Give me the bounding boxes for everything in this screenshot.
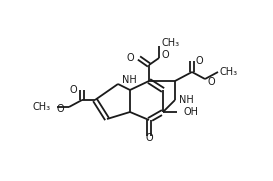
Text: O: O [161,50,169,60]
Text: O: O [57,104,64,114]
Text: OH: OH [184,107,199,117]
Text: NH: NH [179,95,194,105]
Text: CH₃: CH₃ [220,67,238,77]
Text: CH₃: CH₃ [33,102,51,112]
Text: CH₃: CH₃ [161,38,179,48]
Text: O: O [195,56,203,66]
Text: O: O [145,133,153,143]
Text: O: O [69,85,77,95]
Text: O: O [207,77,215,87]
Text: O: O [126,53,134,63]
Text: NH: NH [122,75,137,85]
